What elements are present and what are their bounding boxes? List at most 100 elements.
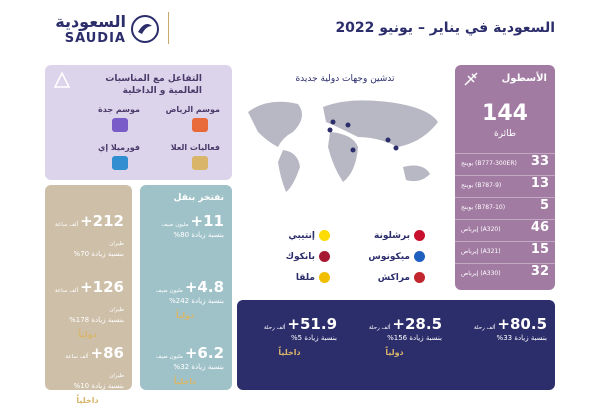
stat-unit: ألف ساعة طيران [54, 222, 124, 247]
fleet-count: 33 [530, 154, 549, 169]
stat-change: بنسبة زيادة 156% [387, 334, 442, 342]
fleet-model: بوينج (B787-10) [461, 204, 506, 211]
fleet-card: الأسطول 144 طائرة 33 بوينج (B777-300ER) 13… [455, 65, 555, 290]
flag [319, 230, 330, 241]
fleet-row: 32 إيرباص (A330) [455, 263, 555, 285]
destination: بانكوك [286, 251, 330, 262]
event-name: فورميلا إي [97, 143, 140, 152]
stat: +28.5ألف رحلة بنسبة زيادة 156% دولياً [347, 314, 442, 357]
stat-region: داخلياً [76, 396, 99, 405]
stat: +80.5ألف رحلة بنسبة زيادة 33% [452, 314, 547, 342]
stat-region: دولياً [175, 311, 195, 320]
destination: ميكونوس [368, 251, 425, 262]
fleet-total-label: طائرة [493, 129, 517, 139]
flag [414, 230, 425, 241]
destination-name: إنتيبي [288, 230, 315, 241]
stat-change: بنسبة زيادة 178% [69, 316, 124, 324]
stat: +51.9ألف رحلة بنسبة زيادة 5% داخلياً [242, 314, 337, 357]
events-card: التفاعل مع المناسبات العالمية و الداخلية… [45, 65, 232, 180]
fleet-row: 15 إيرباص (A321) [455, 241, 555, 263]
fleet-model: بوينج (B787-9) [461, 182, 502, 189]
stat-value: +11 [190, 212, 224, 230]
stat-value: +126 [80, 278, 124, 296]
stat: +86ألف ساعة طيران بنسبة زيادة 10% داخلياً [51, 343, 124, 405]
event-icon [53, 71, 71, 88]
stat-unit: ألف ساعة طيران [65, 354, 124, 379]
plane-icon [464, 72, 478, 86]
destination-name: بانكوك [285, 251, 315, 262]
fleet-row: 13 بوينج (B787-9) [455, 175, 555, 197]
stat-change: بنسبة زيادة 5% [291, 334, 337, 342]
stat: +126ألف ساعة طيران بنسبة زيادة 178% دولياً [51, 277, 124, 339]
guests-card: نفتخر بنقل +11مليون ضيف بنسبة زيادة 80% +4… [140, 185, 232, 390]
stat-change: بنسبة زيادة 70% [73, 250, 124, 258]
stat-change: بنسبة زيادة 10% [73, 382, 124, 390]
event-logo [192, 156, 208, 170]
stat-value: +6.2 [184, 344, 224, 362]
stat-value: +51.9 [287, 315, 337, 333]
fleet-model: إيرباص (A320) [461, 226, 501, 233]
stat-unit: مليون ضيف [155, 288, 183, 294]
fleet-model: بوينج (B777-300ER) [461, 160, 517, 167]
logo: السعودية SAUDIA [40, 12, 160, 47]
destination-name: ملقا [295, 272, 315, 283]
fleet-count: 32 [530, 264, 549, 279]
stat-change: بنسبة زيادة 80% [173, 231, 224, 239]
stat-region: دولياً [385, 348, 404, 357]
stat-change: بنسبة زيادة 33% [496, 334, 547, 342]
fleet-model: إيرباص (A330) [461, 270, 501, 277]
stat-value: +86 [90, 344, 124, 362]
stat-region: داخلياً [173, 377, 197, 386]
event-logo [192, 118, 208, 132]
stat-value: +28.5 [392, 315, 442, 333]
logo-latin: SAUDIA [64, 31, 126, 46]
trips-card: +80.5ألف رحلة بنسبة زيادة 33% +28.5ألف رحل… [237, 300, 555, 390]
guests-title: نفتخر بنقل [173, 193, 224, 203]
fleet-model: إيرباص (A321) [461, 248, 501, 255]
fleet-title: الأسطول [501, 73, 547, 84]
event-logo [112, 156, 128, 170]
fleet-rows: 33 بوينج (B777-300ER) 13 بوينج (B787-9) 5 بوي… [455, 153, 555, 285]
destination: إنتيبي [288, 230, 330, 241]
stat: +6.2مليون ضيف بنسبة زيادة 32% داخلياً [146, 343, 224, 386]
logo-emblem [131, 15, 159, 43]
stat-change: بنسبة زيادة 242% [169, 297, 224, 305]
stat: +4.8مليون ضيف بنسبة زيادة 242% دولياً [146, 277, 224, 320]
flag [414, 272, 425, 283]
divider [168, 12, 169, 44]
stat-unit: ألف رحلة [473, 325, 496, 331]
destination: برشلونة [374, 230, 425, 241]
event-name: موسم جدة [97, 105, 140, 114]
fleet-count: 15 [530, 242, 549, 257]
hours-card: +212ألف ساعة طيران بنسبة زيادة 70% +126ألف… [45, 185, 132, 405]
destination-name: برشلونة [374, 230, 410, 241]
stat-unit: مليون ضيف [155, 354, 183, 360]
logo-arabic: السعودية [55, 12, 126, 31]
stat: +212ألف ساعة طيران بنسبة زيادة 70% [51, 211, 124, 258]
page-title: السعودية في يناير – يونيو 2022 [335, 20, 555, 36]
stat-value: +212 [80, 212, 124, 230]
events-title: التفاعل مع المناسبات العالمية و الداخلية [105, 74, 202, 96]
flag [414, 251, 425, 262]
stat-value: +4.8 [184, 278, 224, 296]
map-title: تدشين وجهات دولية جديدة [295, 74, 395, 84]
fleet-count: 5 [539, 198, 549, 213]
destination-name: مراكش [377, 272, 410, 283]
stat-unit: ألف رحلة [368, 325, 391, 331]
stat-unit: مليون ضيف [161, 222, 189, 228]
event-name: فعاليات العلا [170, 143, 220, 152]
stat-value: +80.5 [497, 315, 547, 333]
stat-unit: ألف رحلة [263, 325, 286, 331]
stat-unit: ألف ساعة طيران [54, 288, 124, 313]
event-name: موسم الرياض [165, 105, 220, 114]
stat-change: بنسبة زيادة 32% [173, 363, 224, 371]
flag [319, 251, 330, 262]
fleet-row: 5 بوينج (B787-10) [455, 197, 555, 219]
destination: مراكش [378, 272, 425, 283]
fleet-total: 144 [482, 101, 528, 126]
stat: +11مليون ضيف بنسبة زيادة 80% [146, 211, 224, 239]
fleet-count: 46 [530, 220, 549, 235]
event-logo [112, 118, 128, 132]
flag [319, 272, 330, 283]
